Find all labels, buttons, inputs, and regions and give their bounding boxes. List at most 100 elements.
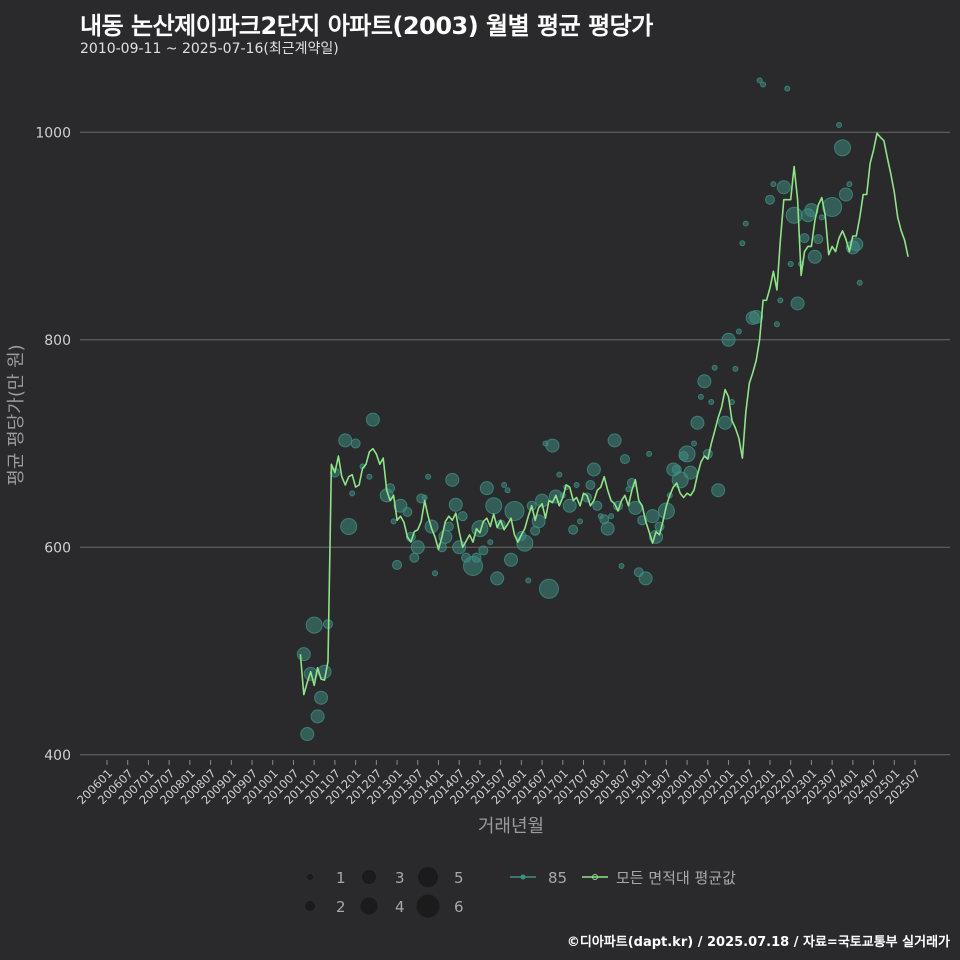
bubble-point	[421, 494, 428, 501]
bubble-point	[849, 237, 864, 252]
bubble-point	[770, 181, 777, 188]
bubble-point	[846, 181, 853, 188]
bubble-point	[764, 194, 775, 205]
bubble-point	[296, 647, 311, 662]
bubble-point	[409, 552, 420, 563]
bubble-point	[300, 727, 315, 742]
legend-size-label: 3	[395, 869, 405, 887]
bubble-point	[697, 374, 712, 389]
bubble-point	[776, 180, 791, 195]
y-axis-title: 평균 평당가(만 원)	[6, 344, 27, 485]
bubble-point	[504, 500, 525, 521]
bubble-point	[568, 524, 579, 535]
x-axis-ticks: 2006012006072007012007072008012008072009…	[74, 760, 923, 807]
bubble-point	[516, 534, 534, 552]
bubble-point	[760, 81, 767, 88]
series-legend: 85 모든 면적대 평균값	[510, 869, 736, 887]
bubble-point	[790, 296, 805, 311]
bubble-point	[452, 540, 467, 555]
chart-legend: 1 3 5 2 4 6 85 모든 면적대 평균값	[305, 867, 736, 918]
bubble-point	[785, 206, 803, 224]
bubble-point	[756, 77, 763, 84]
bubble-point	[690, 415, 705, 430]
bubble-point	[448, 497, 463, 512]
bubble-point	[314, 690, 329, 705]
bubble-point	[425, 473, 432, 480]
bubble-point	[813, 234, 824, 245]
bubble-point	[504, 487, 511, 494]
bubble-point	[310, 709, 325, 724]
bubble-point	[305, 616, 323, 634]
bubble-point	[657, 502, 675, 520]
bubble-point	[479, 481, 494, 496]
bubble-point	[822, 196, 843, 217]
bubble-point	[545, 438, 560, 453]
bubble-point	[628, 500, 643, 515]
legend-size-circle	[307, 874, 313, 880]
bubble-point	[691, 440, 698, 447]
legend-size-circle	[305, 901, 315, 911]
bubble-point	[818, 214, 825, 221]
bubble-point	[490, 571, 505, 586]
bubble-point	[619, 454, 630, 465]
bubble-point	[697, 393, 704, 400]
bubble-point	[340, 518, 358, 536]
bubble-point	[349, 490, 356, 497]
bubble-point	[645, 509, 660, 524]
bubble-series-85	[296, 77, 864, 742]
bubble-point	[777, 297, 784, 304]
bubble-point	[739, 240, 746, 247]
bubble-point	[711, 483, 726, 498]
legend-label-average: 모든 면적대 평균값	[616, 869, 736, 887]
bubble-point	[592, 500, 603, 511]
bubble-point	[538, 578, 559, 599]
bubble-point	[457, 511, 468, 522]
y-tick-label: 600	[44, 540, 71, 556]
bubble-point	[732, 365, 739, 372]
bubble-point	[721, 332, 736, 347]
bubble-point	[365, 412, 380, 427]
bubble-point	[385, 483, 396, 494]
y-tick-label: 1000	[35, 125, 71, 141]
bubble-point	[787, 261, 794, 268]
source-credit: ©디아파트(dapt.kr) / 2025.07.18 / 자료=국토교통부 실…	[566, 935, 950, 950]
bubble-point	[585, 480, 596, 491]
bubble-point	[392, 559, 403, 570]
bubble-point	[586, 462, 601, 477]
bubble-point	[487, 539, 494, 546]
bubble-point	[833, 139, 851, 157]
bubble-point	[678, 445, 696, 463]
bubble-point	[773, 321, 780, 328]
bubble-point	[556, 471, 563, 478]
bubble-point	[749, 309, 764, 324]
bubble-point	[478, 545, 489, 556]
legend-size-label: 5	[454, 869, 464, 887]
bubble-point	[501, 482, 508, 489]
bubble-point	[708, 399, 715, 406]
bubble-point	[618, 562, 625, 569]
bubble-point	[573, 482, 580, 489]
y-tick-label: 400	[44, 748, 71, 764]
average-line-series	[299, 132, 909, 696]
bubble-point	[836, 121, 843, 128]
bubble-point	[718, 415, 733, 430]
bubble-point	[562, 498, 577, 513]
bubble-point	[410, 540, 425, 555]
legend-size-label: 2	[336, 898, 346, 916]
bubble-point	[638, 571, 653, 586]
y-axis-ticks: 400 600 800 1000	[35, 125, 71, 764]
bubble-point	[445, 472, 460, 487]
bubble-point	[432, 570, 439, 577]
bubble-point	[525, 577, 532, 584]
bubble-point	[607, 433, 622, 448]
bubble-point	[646, 450, 653, 457]
chart-subtitle: 2010-09-11 ~ 2025-07-16(최근계약일)	[80, 41, 339, 57]
bubble-point	[402, 507, 413, 518]
bubble-point	[807, 249, 822, 264]
legend-size-circle	[360, 897, 378, 915]
bubble-point	[735, 328, 742, 335]
bubble-point	[390, 518, 397, 525]
bubble-point	[784, 85, 791, 92]
bubble-point	[600, 521, 615, 536]
